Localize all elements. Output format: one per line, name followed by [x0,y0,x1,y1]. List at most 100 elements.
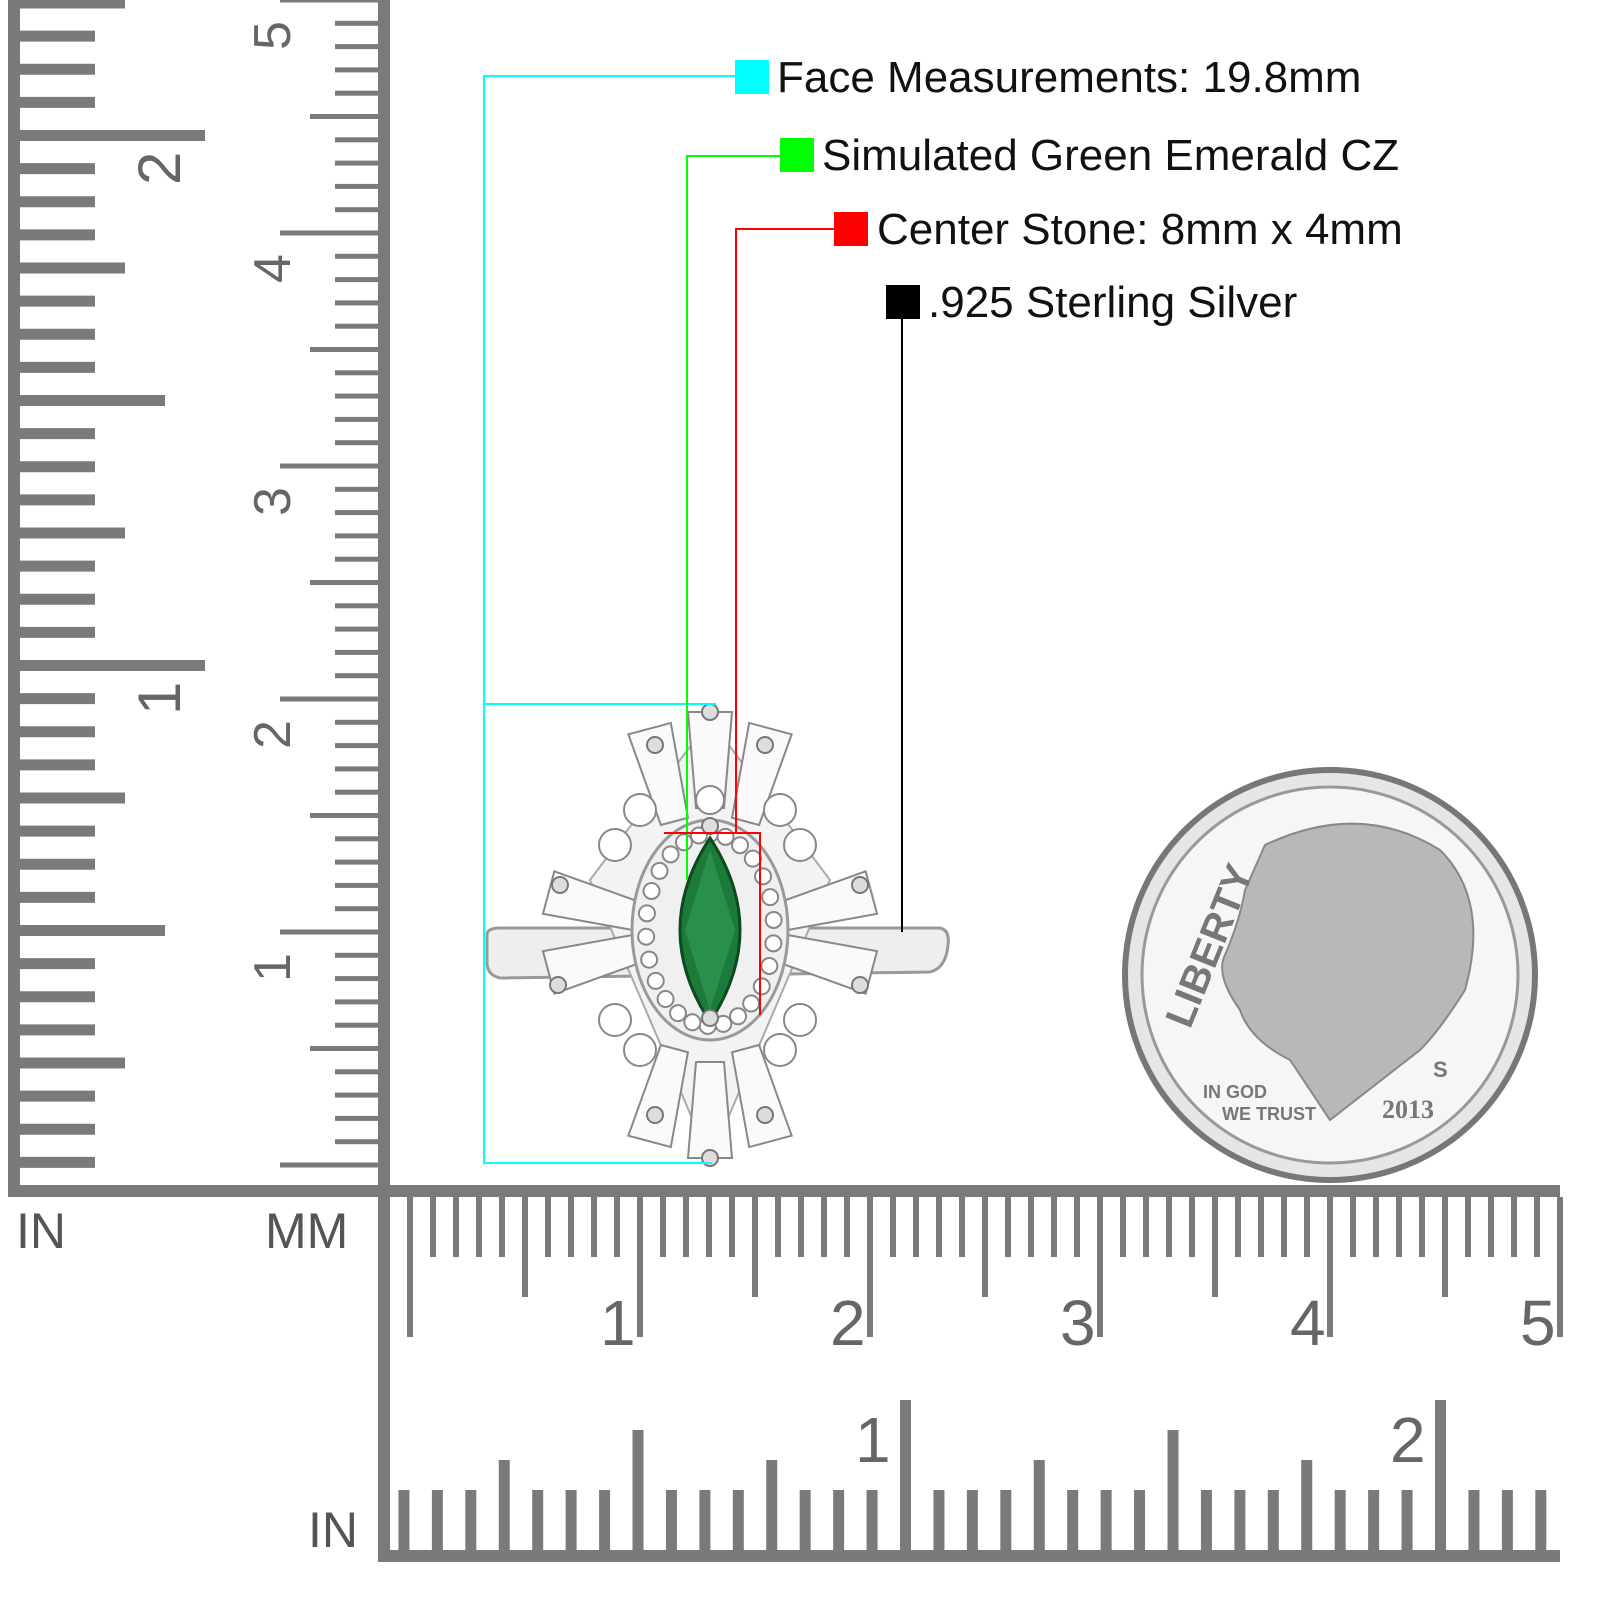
bottom-ruler-mm-tick [453,1197,459,1257]
left-ruler-inch-tick [15,130,205,141]
round-stone [642,881,661,900]
bottom-ruler-mm-tick [637,1197,643,1337]
left-ruler-mm-tick [335,743,380,749]
left-ruler-mm-tick [335,603,380,609]
round-stone [598,1003,632,1037]
emerald-leader-line [686,155,780,880]
bottom-ruler-inch-tick [1435,1400,1446,1550]
bottom-ruler-mm-tick [775,1197,781,1257]
round-stone [646,971,665,990]
bottom-ruler-mm-tick [1120,1197,1126,1257]
prong [701,817,719,835]
prong [851,976,869,994]
left-ruler-mm-tick [335,1139,380,1145]
bottom-ruler-inch-tick [1468,1490,1480,1550]
bottom-ruler-mm-tick [1373,1197,1379,1257]
left-ruler-inch-tick [15,958,95,970]
left-ruler-inch-label: 2 [126,152,193,185]
bottom-ruler-inch-tick [1200,1490,1212,1550]
left-ruler-mm-tick [335,370,380,376]
bottom-ruler-mm-tick [867,1197,873,1337]
left-ruler-inch-tick [15,1090,95,1102]
round-stone [623,1033,657,1067]
bottom-ruler-cm-label: 2 [830,1287,866,1359]
left-ruler-inch-tick [15,328,95,340]
rulers: 1 2 3 4 5 1 2 1 2 3 4 5 1 2 [8,0,1563,1562]
left-ruler-inch-tick [15,163,95,175]
bottom-ruler-inch-tick [532,1490,544,1550]
bottom-ruler-inch-label: 1 [855,1404,891,1476]
left-ruler-inch-tick [15,759,95,771]
round-stone [650,861,669,880]
left-ruler-cm-label: 2 [244,720,302,749]
left-ruler-mm-tick [335,789,380,795]
left-ruler-mm-tick [335,207,380,213]
left-ruler-inch-tick [15,63,95,75]
round-stone [764,934,783,953]
face-measurement-label: Face Measurements: 19.8mm [777,53,1362,102]
bottom-ruler-inch-tick [1134,1490,1146,1550]
bottom-ruler-top-edge [8,1185,1560,1197]
left-ruler-mm-tick [280,230,380,236]
left-ruler-mm-tick [335,486,380,492]
bottom-ruler-mm-tick [936,1197,942,1257]
left-ruler-mm-tick [335,416,380,422]
left-ruler-inch-tick [15,991,95,1003]
baguette-stone [627,1043,690,1149]
bottom-ruler-cm-label: 3 [1060,1287,1096,1359]
left-ruler-inch-tick [15,30,95,42]
coin-mint-mark: S [1433,1057,1448,1082]
left-ruler-inch-tick [15,428,95,440]
round-stone [669,1004,687,1023]
left-ruler-mm-tick [335,1115,380,1121]
bottom-ruler-mm-tick [407,1197,413,1337]
bottom-ruler-mm-tick [1235,1197,1241,1257]
left-ruler-mm-tick [335,323,380,329]
bottom-ruler-inch-tick [665,1490,677,1550]
bottom-ruler-inch-tick [1000,1490,1012,1550]
bottom-ruler-mm-tick [1511,1197,1517,1257]
bottom-ruler-cm-label: 4 [1290,1287,1326,1359]
bottom-ruler-mm-tick [660,1197,666,1257]
bottom-ruler-mm-tick [706,1197,712,1257]
bottom-ruler-inch-tick [866,1490,878,1550]
bottom-ruler-mm-tick [1534,1197,1540,1257]
left-ruler-inch-tick [15,262,125,274]
bottom-ruler-mm-tick [729,1197,735,1257]
left-ruler-inch-tick [15,1123,95,1135]
left-ruler-cm-label: 5 [244,21,302,50]
left-ruler-mm-tick [280,0,380,3]
left-ruler-mm-tick [335,20,380,26]
round-stone [783,828,817,862]
bottom-ruler-mm-tick [430,1197,436,1257]
left-ruler-mm-tick [335,766,380,772]
left-ruler-inch-tick [15,196,95,208]
bottom-ruler-mm-tick [844,1197,850,1257]
bottom-ruler-cm-label: 1 [600,1287,636,1359]
emerald-swatch [780,138,814,172]
bottom-ruler-inch-tick [431,1490,443,1550]
bottom-ruler-inch-tick [1501,1490,1513,1550]
bottom-ruler-mm-tick [1189,1197,1195,1257]
bottom-ruler-inch-tick [933,1490,945,1550]
round-stone [623,793,657,827]
left-ruler-inch-tick [15,395,165,406]
bottom-ruler-mm-tick [1557,1197,1563,1337]
bottom-ruler-inch-tick [398,1490,410,1550]
left-ruler-mm-tick [335,882,380,888]
bottom-ruler-mm-tick [1028,1197,1034,1257]
face-swatch [735,60,769,94]
bottom-ruler-inch-tick [632,1430,644,1550]
coin-motto-line1: IN GOD [1203,1082,1267,1102]
bottom-ruler-inch-tick [766,1460,778,1550]
bottom-ruler-cm-label: 5 [1520,1287,1556,1359]
left-ruler-inch-tick [15,891,95,903]
bottom-ruler-mm-tick [982,1197,988,1297]
prong [646,1106,664,1124]
round-stone [661,845,680,864]
left-ruler-mm-tick [335,999,380,1005]
left-ruler-inch-tick [15,1156,95,1168]
bottom-ruler-mm-tick [890,1197,896,1257]
left-ruler-inch-tick [15,726,95,738]
